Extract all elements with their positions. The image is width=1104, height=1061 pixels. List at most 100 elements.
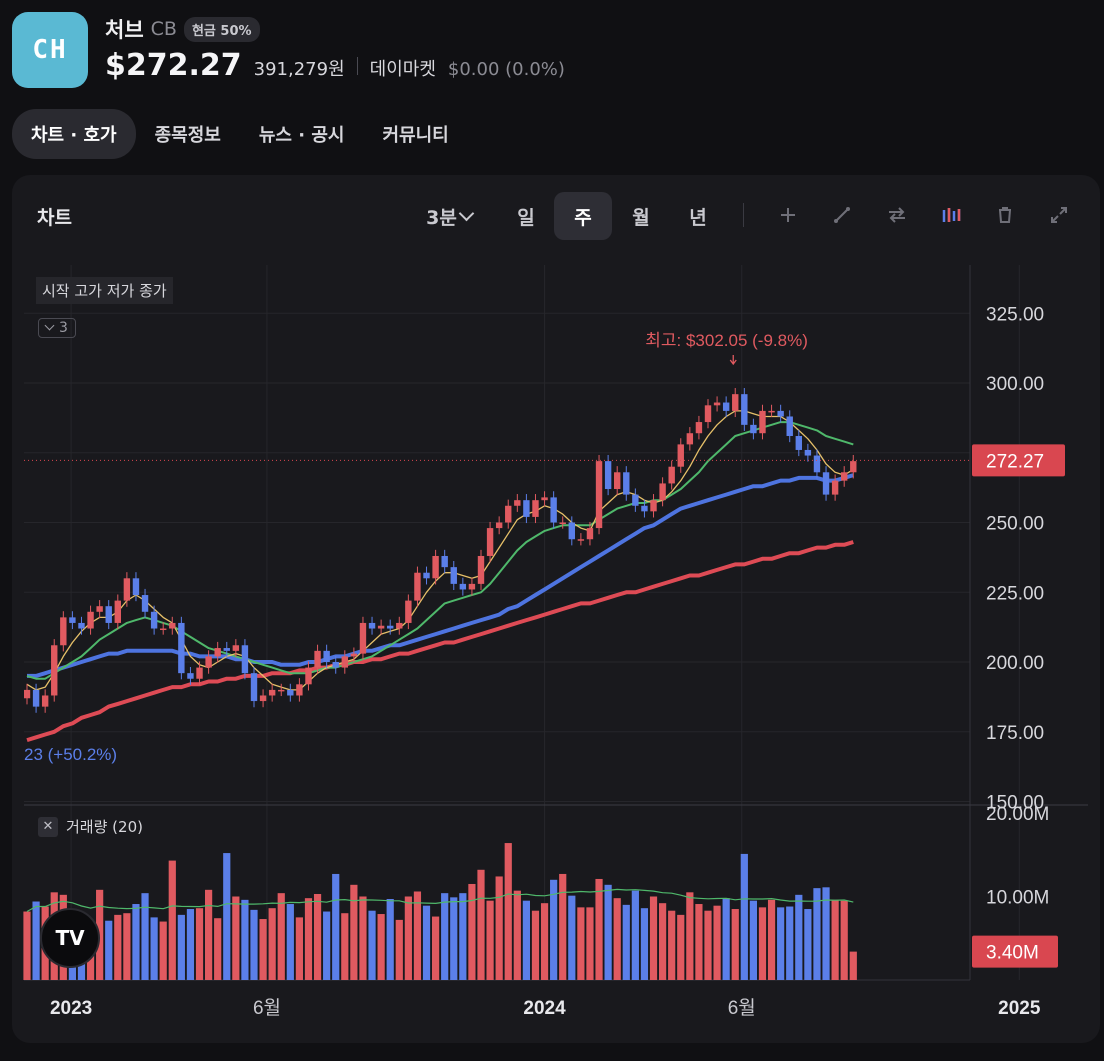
daymarket-label: 데이마켓 [369,59,436,80]
legend-collapse-toggle[interactable]: 3 [38,318,76,338]
volume-bar [395,919,403,980]
ma-short-line [26,410,854,691]
volume-bar [813,888,821,980]
price-tick-label: 200.00 [986,653,1044,674]
price-tick-label: 250.00 [986,514,1044,535]
candle-body [523,500,530,517]
volume-bar [177,914,185,980]
volume-bar [586,907,594,980]
volume-bar [495,876,503,980]
volume-bar [441,893,449,980]
volume-bar [795,894,803,980]
price-chart[interactable]: 최고: $302.05 (-9.8%) 23 (+50.2%) 325.00 300.… [12,175,1100,1043]
volume-bar [640,908,649,980]
volume-bar [304,898,313,980]
period-year[interactable]: 년 [689,206,707,229]
candle-body [450,567,457,584]
candle-body [795,436,802,450]
volume-tick-label: 10.00M [986,888,1049,909]
volume-bar [241,899,249,980]
candle-body [777,410,784,417]
volume-bar [295,917,303,980]
candle-body [505,505,512,523]
candle-body [87,611,94,629]
candle-body [60,617,67,646]
candle-body [432,555,439,579]
tab-chart-orderbook[interactable]: 차트 · 호가 [12,109,136,159]
volume-bar [513,890,521,980]
volume-bar [740,853,748,980]
candle-body [359,622,367,654]
time-tick-label: 2025 [998,998,1041,1019]
volume-bar [286,904,294,980]
price-tick-label: 175.00 [986,723,1044,744]
plus-icon[interactable] [776,203,800,227]
volume-bar [232,896,240,980]
volume-bar [767,899,776,980]
volume-bar [377,914,385,980]
volume-bar [214,918,222,980]
volume-bar [105,920,113,980]
candle-body [623,472,630,495]
volume-bar [822,887,830,980]
volume-bar [323,911,331,980]
volume-bar [468,883,476,980]
toolbar-divider [743,203,744,227]
candle-body [704,405,712,423]
volume-bar [550,879,558,980]
tradingview-logo[interactable]: TV [40,908,100,968]
candle-indicator-icon[interactable] [939,203,963,227]
expand-icon[interactable] [1047,203,1071,227]
candle-body [323,650,330,662]
volume-bar [359,896,367,980]
candle-body [559,522,566,524]
candle-body [441,555,448,568]
candle-body [114,600,121,623]
candle-body [532,500,539,517]
period-week[interactable]: 주 [554,192,612,240]
price-pane [24,388,857,743]
volume-bar [722,898,730,980]
period-month[interactable]: 월 [632,206,650,229]
draw-line-icon[interactable] [830,203,854,227]
stock-name-row: 처브 CB 현금 50% [105,14,260,44]
trash-icon[interactable] [993,203,1017,227]
candle-body [205,656,212,668]
interval-label: 3분 [426,206,457,229]
tab-community[interactable]: 커뮤니티 [382,125,449,146]
tab-stock-info[interactable]: 종목정보 [154,125,221,146]
candle-body [813,455,821,473]
candle-body [850,461,857,473]
candle-body [804,449,812,456]
time-tick-label: 2024 [523,998,566,1019]
candle-body [641,505,648,512]
interval-dropdown[interactable]: 3분 [414,192,484,240]
candle-body [32,689,40,707]
candle-body [314,650,321,668]
candle-body [69,617,76,623]
price-tick-label: 150.00 [986,793,1044,814]
volume-bar [422,905,431,980]
volume-bar [849,951,857,980]
volume-bar [649,896,658,980]
candle-body [750,424,757,434]
volume-bar [758,907,767,980]
candle-body [287,689,294,696]
stock-ticker: CB [150,18,177,40]
period-day[interactable]: 일 [517,206,535,229]
close-icon[interactable]: ✕ [38,816,58,837]
volume-bar [695,904,703,980]
tab-news[interactable]: 뉴스 · 공시 [258,125,345,146]
stock-price-krw: 391,279원 [253,59,345,80]
volume-bar [413,891,422,980]
candle-body [732,394,739,411]
volume-bar [713,905,721,980]
ma-longest-line [26,540,854,743]
volume-bar [831,899,839,980]
time-tick-label: 6월 [253,997,281,1019]
volume-bar [350,884,358,980]
candle-body [659,483,666,501]
volume-bar [123,913,131,980]
swap-icon[interactable] [885,203,909,227]
volume-bar [205,889,213,980]
